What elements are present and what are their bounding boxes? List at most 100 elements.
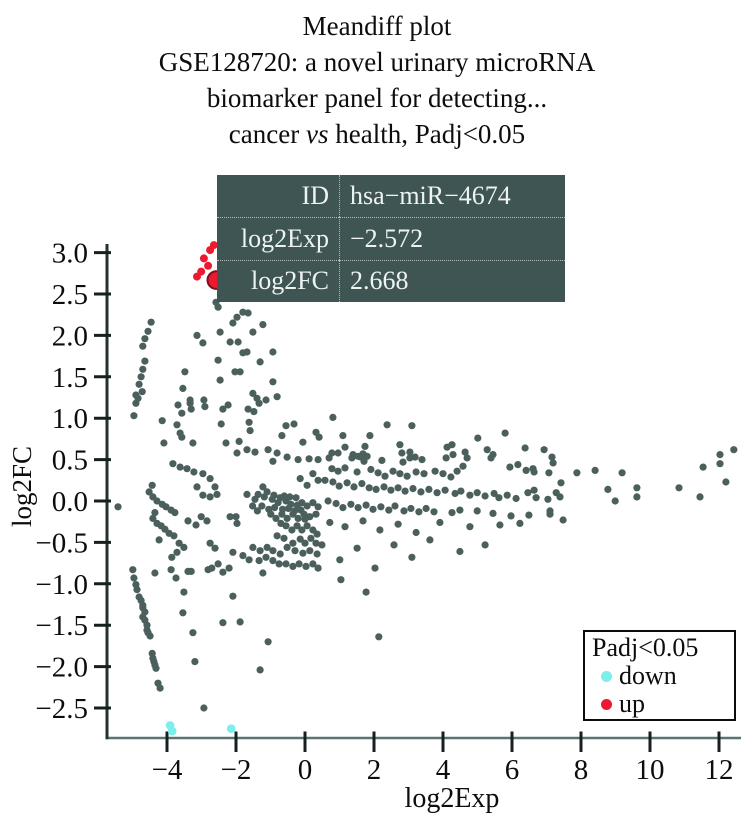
scatter-point-nonsignificant[interactable] bbox=[135, 380, 143, 388]
scatter-point-nonsignificant[interactable] bbox=[473, 489, 481, 497]
scatter-point-nonsignificant[interactable] bbox=[362, 588, 370, 596]
scatter-point-nonsignificant[interactable] bbox=[401, 487, 409, 495]
scatter-point-nonsignificant[interactable] bbox=[264, 638, 272, 646]
scatter-point-nonsignificant[interactable] bbox=[175, 539, 183, 547]
scatter-point-nonsignificant[interactable] bbox=[324, 497, 332, 505]
scatter-point-nonsignificant[interactable] bbox=[189, 629, 197, 637]
scatter-point-nonsignificant[interactable] bbox=[456, 547, 464, 556]
scatter-point-nonsignificant[interactable] bbox=[418, 456, 426, 464]
scatter-point-nonsignificant[interactable] bbox=[269, 457, 277, 465]
scatter-point-nonsignificant[interactable] bbox=[377, 503, 385, 511]
scatter-point-nonsignificant[interactable] bbox=[457, 487, 465, 495]
scatter-point-nonsignificant[interactable] bbox=[306, 547, 314, 555]
scatter-point-nonsignificant[interactable] bbox=[371, 564, 379, 572]
scatter-point-nonsignificant[interactable] bbox=[633, 484, 641, 492]
scatter-point-nonsignificant[interactable] bbox=[200, 704, 208, 712]
scatter-point-nonsignificant[interactable] bbox=[422, 504, 430, 513]
scatter-point-nonsignificant[interactable] bbox=[214, 303, 222, 311]
scatter-point-nonsignificant[interactable] bbox=[174, 401, 182, 409]
scatter-point-nonsignificant[interactable] bbox=[259, 569, 267, 577]
scatter-point-nonsignificant[interactable] bbox=[156, 684, 164, 692]
scatter-point-nonsignificant[interactable] bbox=[675, 484, 683, 492]
scatter-point-nonsignificant[interactable] bbox=[350, 483, 358, 491]
scatter-point-nonsignificant[interactable] bbox=[259, 321, 267, 329]
scatter-point-nonsignificant[interactable] bbox=[269, 348, 277, 356]
scatter-point-nonsignificant[interactable] bbox=[149, 514, 157, 523]
scatter-point-nonsignificant[interactable] bbox=[389, 467, 397, 475]
scatter-point-nonsignificant[interactable] bbox=[180, 588, 188, 596]
scatter-point-nonsignificant[interactable] bbox=[199, 470, 207, 478]
scatter-point-nonsignificant[interactable] bbox=[200, 396, 208, 404]
scatter-point-nonsignificant[interactable] bbox=[365, 484, 373, 492]
scatter-point-nonsignificant[interactable] bbox=[137, 373, 145, 381]
scatter-point-nonsignificant[interactable] bbox=[530, 468, 538, 476]
scatter-point-nonsignificant[interactable] bbox=[314, 564, 322, 572]
scatter-point-nonsignificant[interactable] bbox=[274, 499, 282, 507]
scatter-point-nonsignificant[interactable] bbox=[250, 408, 258, 416]
scatter-point-nonsignificant[interactable] bbox=[133, 586, 141, 594]
scatter-point-nonsignificant[interactable] bbox=[291, 547, 299, 555]
scatter-point-nonsignificant[interactable] bbox=[545, 469, 553, 477]
scatter-point-nonsignificant[interactable] bbox=[315, 433, 323, 441]
scatter-point-nonsignificant[interactable] bbox=[132, 399, 140, 407]
scatter-point-nonsignificant[interactable] bbox=[167, 566, 175, 574]
scatter-point-nonsignificant[interactable] bbox=[481, 541, 489, 549]
scatter-point-nonsignificant[interactable] bbox=[219, 568, 227, 576]
scatter-point-nonsignificant[interactable] bbox=[171, 508, 179, 517]
scatter-point-nonsignificant[interactable] bbox=[280, 534, 288, 542]
scatter-point-nonsignificant[interactable] bbox=[309, 499, 317, 507]
scatter-point-nonsignificant[interactable] bbox=[383, 421, 391, 429]
scatter-point-nonsignificant[interactable] bbox=[394, 520, 402, 528]
scatter-point-nonsignificant[interactable] bbox=[329, 478, 337, 486]
scatter-point-nonsignificant[interactable] bbox=[280, 492, 288, 500]
scatter-point-nonsignificant[interactable] bbox=[226, 513, 234, 521]
scatter-point-nonsignificant[interactable] bbox=[321, 476, 329, 484]
scatter-point-nonsignificant[interactable] bbox=[326, 518, 334, 527]
scatter-point-nonsignificant[interactable] bbox=[348, 454, 356, 462]
scatter-point-nonsignificant[interactable] bbox=[231, 368, 239, 376]
scatter-point-nonsignificant[interactable] bbox=[214, 356, 222, 364]
scatter-point-nonsignificant[interactable] bbox=[269, 557, 277, 565]
scatter-point-nonsignificant[interactable] bbox=[169, 460, 177, 468]
scatter-point-nonsignificant[interactable] bbox=[503, 491, 511, 499]
scatter-point-nonsignificant[interactable] bbox=[341, 464, 349, 472]
scatter-point-nonsignificant[interactable] bbox=[448, 508, 456, 517]
scatter-point-nonsignificant[interactable] bbox=[256, 666, 264, 674]
scatter-point-nonsignificant[interactable] bbox=[466, 523, 474, 531]
scatter-point-nonsignificant[interactable] bbox=[139, 342, 147, 350]
scatter-point-nonsignificant[interactable] bbox=[186, 399, 194, 407]
scatter-point-nonsignificant[interactable] bbox=[229, 319, 237, 327]
scatter-point-nonsignificant[interactable] bbox=[466, 491, 474, 499]
scatter-point-nonsignificant[interactable] bbox=[216, 376, 224, 384]
scatter-point-nonsignificant[interactable] bbox=[233, 313, 241, 321]
scatter-point-nonsignificant[interactable] bbox=[441, 486, 449, 494]
scatter-point-nonsignificant[interactable] bbox=[273, 449, 281, 457]
scatter-point-nonsignificant[interactable] bbox=[172, 574, 180, 582]
scatter-point-nonsignificant[interactable] bbox=[481, 492, 489, 500]
scatter-point-nonsignificant[interactable] bbox=[187, 567, 195, 576]
scatter-point-nonsignificant[interactable] bbox=[369, 505, 377, 513]
scatter-point-nonsignificant[interactable] bbox=[259, 483, 267, 491]
scatter-point-nonsignificant[interactable] bbox=[380, 483, 388, 491]
scatter-point-nonsignificant[interactable] bbox=[415, 508, 423, 516]
scatter-point-nonsignificant[interactable] bbox=[530, 486, 538, 494]
scatter-point-nonsignificant[interactable] bbox=[604, 485, 612, 493]
scatter-point-nonsignificant[interactable] bbox=[190, 468, 198, 476]
scatter-point-nonsignificant[interactable] bbox=[179, 384, 187, 392]
scatter-point-nonsignificant[interactable] bbox=[180, 543, 188, 552]
scatter-point-nonsignificant[interactable] bbox=[289, 562, 297, 571]
scatter-point-nonsignificant[interactable] bbox=[258, 502, 266, 510]
scatter-point-nonsignificant[interactable] bbox=[507, 512, 515, 520]
scatter-point-nonsignificant[interactable] bbox=[229, 592, 237, 600]
scatter-point-nonsignificant[interactable] bbox=[130, 574, 138, 582]
scatter-point-nonsignificant[interactable] bbox=[199, 491, 207, 499]
scatter-point-nonsignificant[interactable] bbox=[514, 461, 522, 469]
scatter-point-nonsignificant[interactable] bbox=[273, 393, 281, 401]
scatter-point-nonsignificant[interactable] bbox=[408, 553, 416, 561]
scatter-point-nonsignificant[interactable] bbox=[132, 391, 140, 399]
scatter-point-nonsignificant[interactable] bbox=[181, 368, 189, 376]
scatter-point-nonsignificant[interactable] bbox=[206, 475, 214, 483]
scatter-point-nonsignificant[interactable] bbox=[249, 389, 257, 397]
scatter-point-nonsignificant[interactable] bbox=[264, 446, 272, 454]
scatter-point-nonsignificant[interactable] bbox=[178, 433, 186, 441]
